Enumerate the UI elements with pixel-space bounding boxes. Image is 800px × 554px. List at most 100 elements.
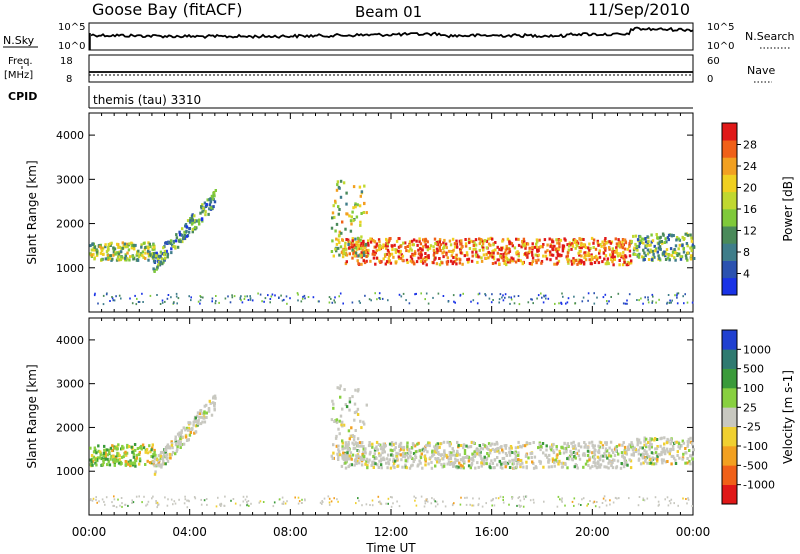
echo-cell [335, 188, 339, 192]
echo-cell [595, 258, 599, 262]
echo-cell [179, 437, 182, 440]
echo-cell [555, 456, 559, 460]
echo-cell [666, 437, 669, 441]
echo-cell [168, 452, 172, 456]
echo-cell [555, 445, 558, 448]
echo-cell [469, 466, 472, 470]
echo-cell [130, 445, 133, 449]
echo-cell [352, 206, 355, 210]
echo-cell [649, 443, 652, 447]
echo-cell [155, 500, 157, 502]
echo-cell [342, 249, 345, 252]
echo-cell [145, 448, 149, 451]
echo-cell [518, 496, 521, 498]
echo-cell [450, 462, 454, 465]
echo-cell [512, 462, 516, 466]
echo-cell [168, 446, 172, 450]
echo-cell [595, 465, 599, 469]
echo-cell [184, 428, 187, 432]
echo-cell [546, 243, 549, 247]
echo-cell [348, 408, 351, 412]
echo-cell [379, 500, 381, 503]
echo-cell [632, 234, 635, 238]
echo-cell [650, 443, 653, 447]
echo-cell [106, 463, 109, 467]
echo-cell [280, 294, 282, 297]
echo-cell [648, 250, 651, 254]
echo-cell [494, 261, 497, 265]
echo-cell [583, 253, 587, 257]
echo-cell [490, 442, 494, 446]
echo-cell [134, 294, 136, 297]
echo-cell [538, 459, 541, 463]
echo-cell [492, 466, 495, 470]
echo-cell [454, 301, 456, 304]
echo-cell [522, 244, 525, 248]
echo-cell [350, 215, 353, 219]
echo-cell [455, 239, 458, 243]
echo-cell [551, 457, 554, 461]
echo-cell [294, 496, 296, 499]
echo-cell [598, 255, 602, 259]
echo-cell [621, 246, 624, 250]
echo-cell [284, 502, 287, 505]
echo-cell [364, 451, 367, 455]
echo-cell [157, 263, 160, 267]
echo-region-onset [330, 384, 368, 462]
echo-cell [348, 252, 351, 256]
echo-cell [346, 454, 349, 458]
echo-cell [566, 466, 569, 470]
echo-cell [401, 258, 404, 262]
echo-cell [579, 243, 583, 247]
echo-cell [368, 458, 371, 462]
echo-cell [183, 502, 186, 505]
echo-cell [474, 466, 477, 470]
echo-cell [669, 438, 673, 442]
echo-cell [157, 504, 159, 507]
echo-cell [174, 239, 178, 243]
echo-cell [537, 258, 540, 262]
echo-cell [417, 441, 420, 445]
echo-cell [220, 505, 222, 507]
echo-cell [354, 446, 357, 450]
echo-cell [383, 253, 387, 257]
echo-cell [642, 237, 645, 241]
echo-cell [140, 447, 143, 451]
echo-cell [636, 437, 639, 441]
echo-cell [508, 247, 511, 251]
echo-cell [592, 501, 595, 504]
echo-cell [456, 440, 459, 444]
echo-cell [467, 259, 470, 263]
echo-cell [387, 453, 390, 457]
echo-cell [474, 453, 477, 457]
echo-cell [175, 442, 178, 446]
echo-cell [187, 426, 191, 430]
echo-cell [485, 457, 489, 460]
echo-cell [350, 222, 353, 226]
echo-cell [549, 250, 552, 254]
echo-cell [628, 443, 631, 447]
echo-cell [679, 255, 682, 259]
echo-cell [149, 253, 152, 257]
echo-cell [109, 244, 112, 247]
echo-cell [448, 453, 452, 457]
echo-cell [576, 466, 579, 470]
echo-cell [523, 242, 526, 246]
echo-cell [347, 445, 350, 449]
echo-cell [208, 203, 212, 207]
echo-cell [616, 497, 618, 500]
echo-cell [405, 249, 408, 253]
echo-cell [587, 251, 590, 255]
echo-cell [442, 247, 445, 251]
echo-cell [107, 245, 110, 249]
echo-cell [676, 454, 679, 457]
echo-cell [420, 253, 423, 257]
echo-cell [159, 250, 163, 254]
echo-cell [522, 505, 525, 508]
echo-cell [199, 409, 202, 413]
echo-cell [378, 247, 381, 251]
echo-cell [126, 245, 129, 248]
echo-cell [505, 252, 508, 256]
echo-cell [368, 298, 371, 301]
